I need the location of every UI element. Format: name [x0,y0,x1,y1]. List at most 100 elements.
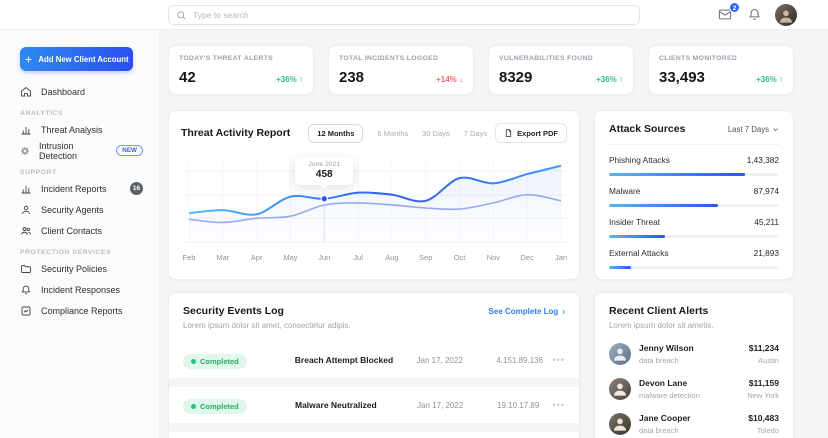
stat-value: 33,493 [659,69,705,86]
document-icon [506,129,512,137]
sidebar-item-threat-analysis[interactable]: Threat Analysis [0,119,159,140]
panel-subtitle: Lorem ipsum dolor sit amet, consectetur … [183,321,351,330]
sidebar: Add New Client Account Dashboard ANALYTI… [0,30,160,438]
event-name: Malware Neutralized [295,400,377,410]
stat-delta: +14% ↓ [436,75,463,84]
range-label: Last 7 Days [727,124,769,134]
progress-fill [609,266,632,269]
new-badge: NEW [116,145,143,156]
stat-card-threat-alerts: TODAY'S THREAT ALERTS 42 +36% ↑ [168,45,314,95]
search-icon [176,10,187,21]
recent-client-alerts-panel: Recent Client Alerts Lorem ipsum dolor s… [594,292,794,438]
event-log-row: Completed Malware Neutralized Jan 17, 20… [169,387,579,423]
sidebar-item-dashboard[interactable]: Dashboard [0,81,159,102]
export-pdf-button[interactable]: Export PDF [495,123,567,143]
status-dot-icon [191,404,196,409]
sidebar-item-label: Intrusion Detection [38,140,77,161]
progress-fill [609,173,745,176]
home-icon [21,86,31,96]
svg-text:Aug: Aug [385,253,398,262]
notifications-bell-icon[interactable] [747,7,762,22]
progress-fill [609,204,718,207]
panel-title: Recent Client Alerts [609,305,709,317]
add-new-client-label: Add New Client Account [38,54,129,64]
sidebar-item-intrusion-detection[interactable]: Intrusion Detection NEW [0,140,159,161]
alert-type: data breach [639,356,679,365]
row-divider [169,423,579,432]
client-alert-row: Devon Lane malware detection $11,159 New… [609,378,779,400]
stat-value: 42 [179,69,196,86]
alert-amount: $10,483 [748,413,779,423]
attack-source-label: Phishing Attacks [609,155,670,165]
export-pdf-label: Export PDF [517,128,558,138]
stat-card-clients-monitored: CLIENTS MONITORED 33,493 +36% ↑ [648,45,794,95]
svg-text:Apr: Apr [251,253,263,262]
user-avatar[interactable] [775,4,797,26]
bell-icon [21,285,31,294]
threat-activity-panel: Threat Activity Report 12 Months 6 Month… [168,110,580,280]
section-label-support: SUPPORT [20,169,57,176]
svg-text:Sep: Sep [419,253,432,262]
status-badge: Completed [183,354,247,369]
sidebar-item-client-contacts[interactable]: Client Contacts [0,220,159,241]
sidebar-item-compliance-reports[interactable]: Compliance Reports [0,300,159,321]
svg-text:Jul: Jul [353,253,363,262]
sidebar-item-label: Incident Reports [41,183,107,194]
users-icon [21,226,31,235]
event-log-row [169,432,579,438]
sidebar-item-label: Client Contacts [41,225,103,236]
threat-activity-chart: Feb Mar Apr May Jun Jul Aug Sep Oct Nov Dec Jan Jun… [181,147,569,269]
stat-label: VULNERABILITIES FOUND [499,55,593,62]
sidebar-item-incident-reports[interactable]: Incident Reports 16 [0,178,159,199]
event-ip: 19.10.17.89 [497,400,540,410]
stat-card-incidents-logged: TOTAL INCIDENTS LOGGED 238 +14% ↓ [328,45,474,95]
svg-text:May: May [283,253,297,262]
attack-source-item: Phishing Attacks 1,43,382 [609,155,779,176]
user-icon [22,205,30,214]
attack-source-value: 45,211 [754,217,779,227]
search-input[interactable] [168,5,640,25]
attack-source-item: Malware 87,974 [609,186,779,207]
client-alert-row: Jane Cooper data breach $10,483 Toledo [609,413,779,435]
topbar: 2 [0,0,828,30]
section-label-analytics: ANALYTICS [20,110,64,117]
svg-text:Jan: Jan [555,253,567,262]
tab-7-days[interactable]: 7 Days [463,128,488,138]
folder-icon [21,264,31,273]
client-alert-row: Jenny Wilson data breach $11,234 Austin [609,343,779,365]
range-selector[interactable]: Last 7 Days [728,125,779,134]
progress-track [609,173,779,176]
row-menu-button[interactable]: ••• [552,355,565,365]
see-complete-log-link[interactable]: See Complete Log › [489,307,565,316]
client-avatar [609,343,631,365]
stat-card-vulnerabilities: VULNERABILITIES FOUND 8329 +36% ↑ [488,45,634,95]
alert-type: data breach [639,426,679,435]
add-new-client-button[interactable]: Add New Client Account [20,47,133,71]
stat-label: TOTAL INCIDENTS LOGGED [339,55,439,62]
sidebar-item-label: Dashboard [41,86,86,97]
tab-30-days[interactable]: 30 Days [422,128,450,138]
client-city: New York [747,391,779,400]
sidebar-item-security-policies[interactable]: Security Policies [0,258,159,279]
tab-12-months[interactable]: 12 Months [308,123,364,143]
stat-value: 238 [339,69,365,86]
svg-text:Feb: Feb [183,253,196,262]
chart-tooltip: June 2021 458 [295,156,354,185]
alert-amount: $11,159 [748,378,779,388]
stat-label: TODAY'S THREAT ALERTS [179,55,274,62]
panel-title: Threat Activity Report [181,127,291,139]
client-avatar [609,378,631,400]
tab-6-months[interactable]: 6 Months [377,128,409,138]
mail-icon[interactable]: 2 [717,2,740,22]
sidebar-item-incident-responses[interactable]: Incident Responses [0,279,159,300]
section-label-protection-services: PROTECTION SERVICES [20,249,112,256]
svg-text:Mar: Mar [216,253,229,262]
attack-source-item: External Attacks 21,893 [609,248,779,269]
progress-track [609,235,779,238]
sidebar-item-label: Incident Responses [41,284,121,295]
sidebar-item-security-agents[interactable]: Security Agents [0,199,159,220]
row-menu-button[interactable]: ••• [552,400,565,410]
event-date: Jan 17, 2022 [417,400,464,410]
intrusion-radar-icon [21,146,29,155]
svg-text:Nov: Nov [487,253,501,262]
